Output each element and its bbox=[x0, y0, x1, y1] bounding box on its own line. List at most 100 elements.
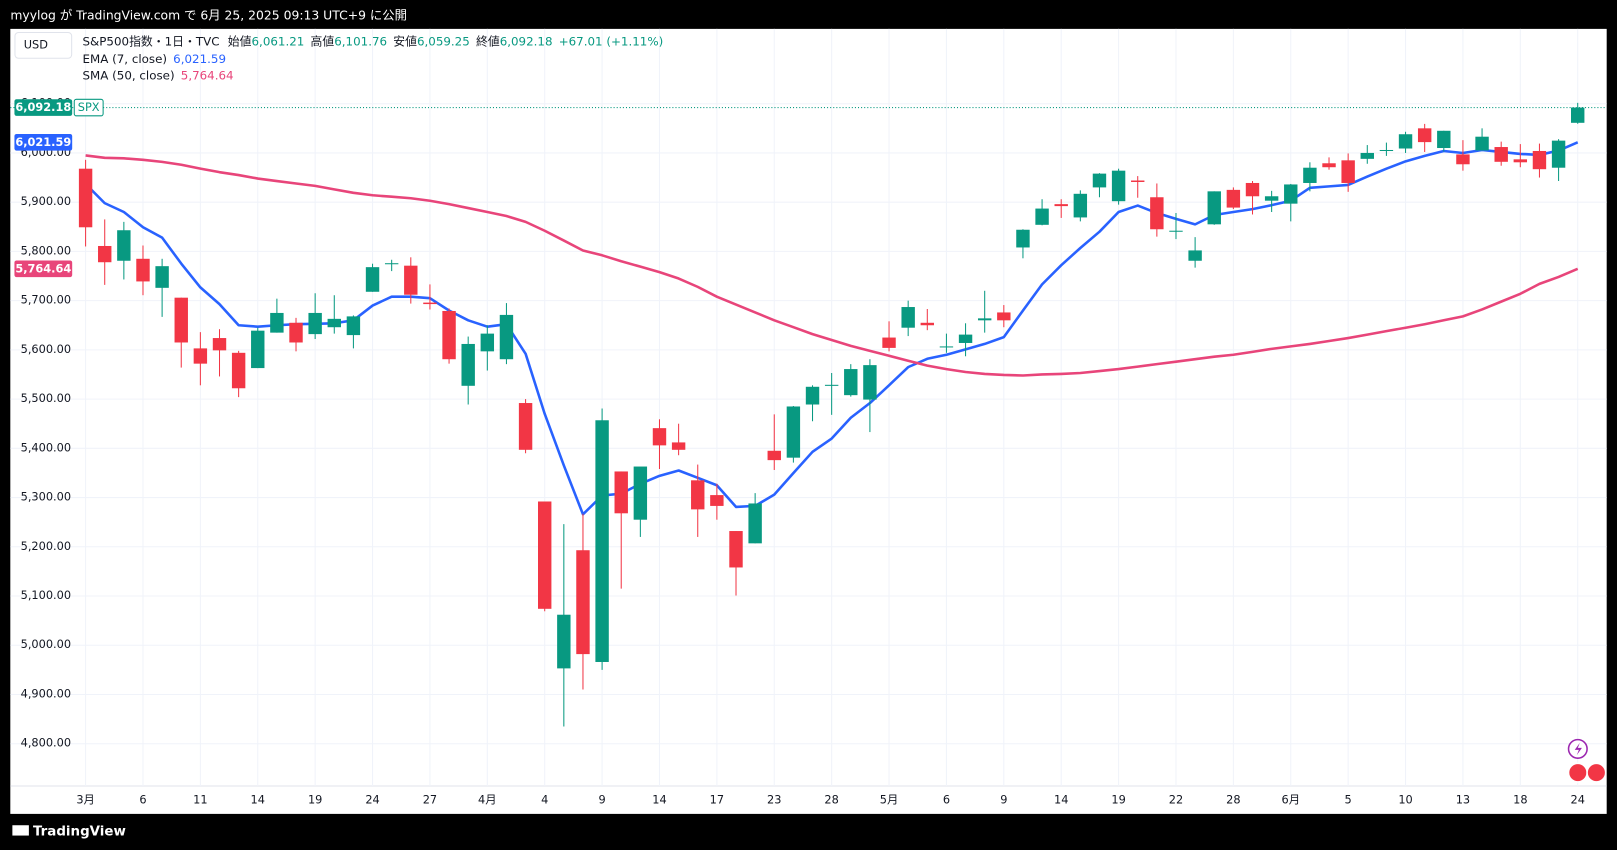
y-tick-label: 4,800.00 bbox=[21, 736, 71, 750]
candle-body bbox=[480, 333, 495, 352]
x-tick-label: 3月 bbox=[76, 792, 95, 806]
price-tag bbox=[14, 134, 73, 151]
indicator-value: 6,021.59 bbox=[173, 51, 227, 66]
candle-body bbox=[1226, 189, 1241, 208]
x-tick-label: 22 bbox=[1169, 792, 1183, 806]
candle-body bbox=[1035, 208, 1049, 225]
y-tick-label: 5,200.00 bbox=[21, 539, 71, 553]
x-tick-label: 11 bbox=[193, 792, 207, 806]
ohlc-value: 6,092.18 bbox=[499, 34, 553, 49]
candle-body bbox=[824, 384, 839, 386]
legend: S&P500指数・1日・TVC 始値6,061.21 高値6,101.76 安値6,0… bbox=[83, 33, 670, 84]
price-tags: 6,021.59 5,764.64 6,092.18 SPX bbox=[14, 98, 104, 278]
x-tick-label: 14 bbox=[652, 792, 666, 806]
y-tick-label: 5,600.00 bbox=[21, 342, 71, 356]
x-tick-label: 13 bbox=[1456, 792, 1470, 806]
candle-body bbox=[595, 420, 609, 662]
candle-body bbox=[863, 365, 877, 400]
candle-body bbox=[1379, 149, 1394, 152]
y-tick-label: 5,700.00 bbox=[21, 293, 71, 307]
ohlc-label: 終値 bbox=[475, 34, 500, 49]
ticker-tag bbox=[73, 98, 104, 117]
candle-body bbox=[1131, 180, 1145, 182]
x-tick-label: 19 bbox=[308, 792, 322, 806]
candle-body bbox=[633, 466, 648, 520]
candle-body bbox=[1169, 230, 1183, 232]
candle-body bbox=[1398, 134, 1413, 149]
candle-body bbox=[308, 312, 322, 335]
candle-body bbox=[1341, 160, 1355, 183]
symbol: S&P500指数・1日・TVC bbox=[82, 34, 220, 49]
candle-body bbox=[442, 310, 456, 360]
published-text: myylog が TradingView.com で 6月 25, 2025 0… bbox=[10, 8, 408, 23]
x-tick-label: 14 bbox=[1054, 792, 1068, 806]
candle-body bbox=[1092, 173, 1107, 188]
price-tag bbox=[14, 260, 73, 278]
candle-body bbox=[538, 501, 552, 609]
candle-body bbox=[404, 265, 418, 295]
candle-body bbox=[652, 428, 667, 446]
candle-body bbox=[1207, 191, 1221, 225]
x-tick-label: 14 bbox=[251, 792, 265, 806]
ohlc-value: 6,059.25 bbox=[416, 34, 470, 49]
candle-body bbox=[920, 322, 935, 326]
indicator-name: EMA (7, close) bbox=[82, 51, 167, 66]
candle-body bbox=[1016, 229, 1030, 248]
candle-body bbox=[117, 230, 131, 261]
x-tick-label: 5 bbox=[1345, 792, 1352, 806]
candle-body bbox=[461, 343, 475, 386]
candle-body bbox=[423, 302, 437, 305]
candle-body bbox=[729, 531, 743, 568]
y-tick-label: 5,300.00 bbox=[21, 490, 71, 504]
x-tick-label: 28 bbox=[824, 792, 838, 806]
candle-body bbox=[1264, 196, 1279, 201]
x-tick-label: 24 bbox=[365, 792, 379, 806]
candle-body bbox=[365, 267, 380, 292]
candle-body bbox=[786, 406, 801, 458]
candle-body bbox=[1437, 130, 1451, 149]
candle-body bbox=[251, 330, 265, 369]
candle-body bbox=[671, 442, 686, 450]
candle-body bbox=[710, 495, 724, 506]
candle-body bbox=[614, 471, 628, 514]
candle-body bbox=[1475, 136, 1489, 151]
y-tick-label: 5,400.00 bbox=[21, 440, 71, 454]
candle-body bbox=[518, 403, 533, 450]
candle-body bbox=[557, 614, 571, 669]
candle-body bbox=[882, 337, 896, 348]
y-tick-label: 5,500.00 bbox=[21, 391, 71, 405]
candle-body bbox=[1417, 128, 1432, 143]
currency-button[interactable]: USD bbox=[14, 31, 73, 59]
price-tag-label: 5,764.64 bbox=[15, 261, 71, 275]
x-tick-label: 6 bbox=[139, 792, 146, 806]
x-tick-label: 17 bbox=[710, 792, 724, 806]
candle-body bbox=[270, 312, 284, 333]
candle-body bbox=[1513, 159, 1528, 163]
brand: TradingView bbox=[33, 824, 126, 840]
price-tag-label: 6,021.59 bbox=[15, 135, 71, 149]
y-tick-label: 5,800.00 bbox=[21, 243, 71, 257]
x-tick-label: 5月 bbox=[880, 792, 899, 806]
candle-body bbox=[1532, 150, 1547, 170]
candle-body bbox=[997, 312, 1011, 321]
candle-body bbox=[977, 318, 992, 321]
x-tick-label: 4月 bbox=[478, 792, 497, 806]
candle-body bbox=[174, 297, 188, 343]
grid: 4,800.00 4,900.00 5,000.00 5,100.00 5,200.00… bbox=[10, 28, 1607, 806]
x-tick-label: 24 bbox=[1570, 792, 1584, 806]
candle-body bbox=[1111, 170, 1126, 202]
x-tick-label: 19 bbox=[1111, 792, 1125, 806]
chart-panel bbox=[10, 28, 1607, 814]
candle-body bbox=[155, 266, 169, 288]
x-tick-label: 28 bbox=[1226, 792, 1240, 806]
change: +67.01 (+1.11%) bbox=[558, 34, 664, 49]
y-tick-label: 5,100.00 bbox=[21, 588, 71, 602]
x-tick-label: 6月 bbox=[1281, 792, 1300, 806]
ohlc-value: 6,061.21 bbox=[251, 34, 305, 49]
x-tick-label: 6 bbox=[943, 792, 950, 806]
candle-body bbox=[1494, 147, 1508, 162]
candle-body bbox=[1054, 204, 1068, 207]
x-tick-label: 27 bbox=[423, 792, 437, 806]
